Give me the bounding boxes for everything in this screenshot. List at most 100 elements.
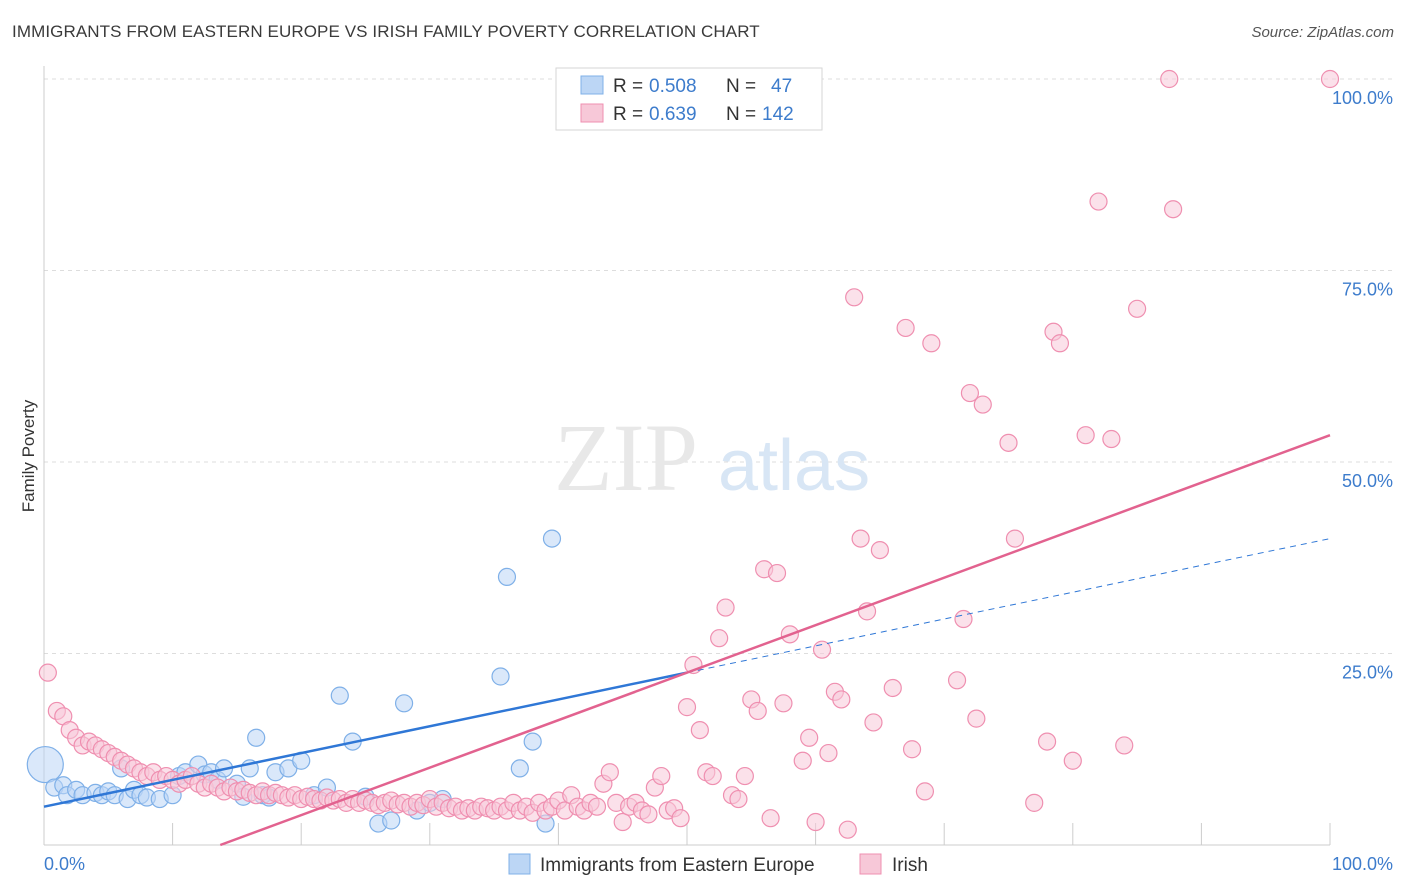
blue-point	[510, 759, 529, 778]
stats-swatch-pink	[580, 103, 604, 123]
pink-point	[999, 433, 1018, 452]
pink-point	[735, 766, 754, 786]
stats-swatch-blue	[580, 75, 604, 95]
stats-n-label: N =	[726, 76, 756, 97]
stats-r-value: 0.508	[649, 76, 697, 97]
blue-point	[542, 529, 562, 548]
pink-point	[748, 701, 767, 721]
pink-point	[671, 809, 690, 828]
pink-point	[1089, 192, 1108, 211]
pink-point	[902, 740, 922, 759]
tick-labels: 25.0% 50.0% 75.0% 100.0% 0.0% 100.0%	[44, 88, 1393, 874]
blue-point	[394, 694, 414, 713]
legend-label-blue: Immigrants from Eastern Europe	[540, 855, 815, 876]
pink-point	[1127, 299, 1147, 318]
pink-point	[639, 805, 658, 824]
pink-point	[1025, 793, 1044, 812]
stats-n-value: 47	[771, 76, 792, 97]
pink-point	[973, 395, 992, 414]
pink-point	[600, 763, 619, 782]
watermark-zip: ZIP	[554, 404, 698, 511]
blue-point	[491, 667, 510, 686]
pink-point	[793, 751, 812, 770]
watermark-atlas: atlas	[718, 426, 870, 506]
legend: Immigrants from Eastern Europe Irish	[508, 853, 928, 876]
stats-r-value: 0.639	[649, 104, 697, 125]
chart-source: Source: ZipAtlas.com	[1251, 24, 1394, 41]
pink-point	[922, 334, 941, 353]
blue-point	[247, 728, 266, 747]
pink-point	[1076, 426, 1095, 445]
pink-point	[806, 812, 825, 832]
x-tick-label: 0.0%	[44, 854, 85, 874]
chart-title: IMMIGRANTS FROM EASTERN EUROPE VS IRISH …	[12, 22, 760, 41]
y-tick-label: 100.0%	[1332, 88, 1393, 108]
legend-label-pink: Irish	[892, 855, 928, 876]
pink-point	[587, 797, 607, 816]
blue-point	[26, 745, 64, 784]
y-tick-label: 75.0%	[1342, 280, 1393, 300]
trendline-pink	[219, 434, 1331, 847]
watermark: ZIP atlas	[554, 404, 870, 511]
blue-point	[330, 686, 349, 705]
stats-r-label: R =	[613, 76, 643, 97]
pink-point	[960, 383, 980, 403]
pink-point	[1063, 751, 1082, 770]
pink-point	[954, 609, 973, 629]
pink-point	[1164, 200, 1183, 219]
pink-point	[710, 629, 729, 648]
axis-layer	[43, 66, 1331, 846]
pink-point	[1102, 429, 1121, 449]
x-tick-label: 100.0%	[1332, 854, 1393, 874]
trendline-blue	[43, 671, 688, 808]
pink-point	[947, 671, 967, 690]
stats-n-value: 142	[762, 104, 794, 125]
legend-swatch-blue	[508, 853, 531, 875]
trend-layer	[43, 434, 1331, 847]
y-tick-label: 25.0%	[1342, 663, 1393, 683]
pink-point	[851, 529, 870, 548]
pink-point	[761, 809, 780, 828]
pink-point	[767, 563, 787, 583]
pink-point	[1037, 732, 1057, 751]
pink-point	[896, 318, 915, 338]
pink-point	[1115, 736, 1134, 755]
pink-point	[1320, 69, 1340, 89]
stats-box: R = 0.508 N = 47 R = 0.639 N = 142	[555, 67, 823, 131]
pink-point	[677, 698, 697, 717]
pink-point	[819, 743, 838, 763]
pink-point	[716, 598, 735, 617]
stats-row-blue: R = 0.508 N = 47	[580, 75, 792, 97]
blue-point	[497, 567, 517, 587]
grid-layer	[44, 78, 1394, 654]
pink-point	[915, 782, 935, 801]
pink-point	[864, 713, 883, 732]
blue-point	[382, 811, 401, 830]
trendline-blue-extension	[686, 538, 1331, 674]
pink-point	[838, 820, 857, 839]
pink-point	[703, 766, 722, 786]
pink-point	[870, 540, 890, 560]
points-layer	[26, 69, 1340, 839]
pink-point	[38, 663, 57, 682]
pink-point	[690, 720, 709, 740]
pink-point	[832, 690, 851, 709]
pink-point	[613, 812, 632, 832]
legend-swatch-pink	[859, 853, 882, 875]
y-tick-label: 50.0%	[1342, 471, 1393, 491]
stats-r-label: R =	[613, 104, 643, 125]
y-axis-label: Family Poverty	[19, 399, 38, 512]
pink-point	[800, 728, 819, 747]
pink-point	[1050, 334, 1070, 353]
pink-point	[1005, 529, 1025, 548]
pink-point	[845, 288, 864, 307]
pink-point	[883, 678, 902, 698]
pink-point	[967, 709, 986, 728]
pink-point	[774, 694, 793, 713]
stats-row-pink: R = 0.639 N = 142	[580, 103, 794, 125]
pink-point	[729, 789, 748, 809]
pink-point	[652, 766, 671, 786]
blue-point	[523, 732, 542, 751]
pink-point	[1160, 69, 1179, 89]
